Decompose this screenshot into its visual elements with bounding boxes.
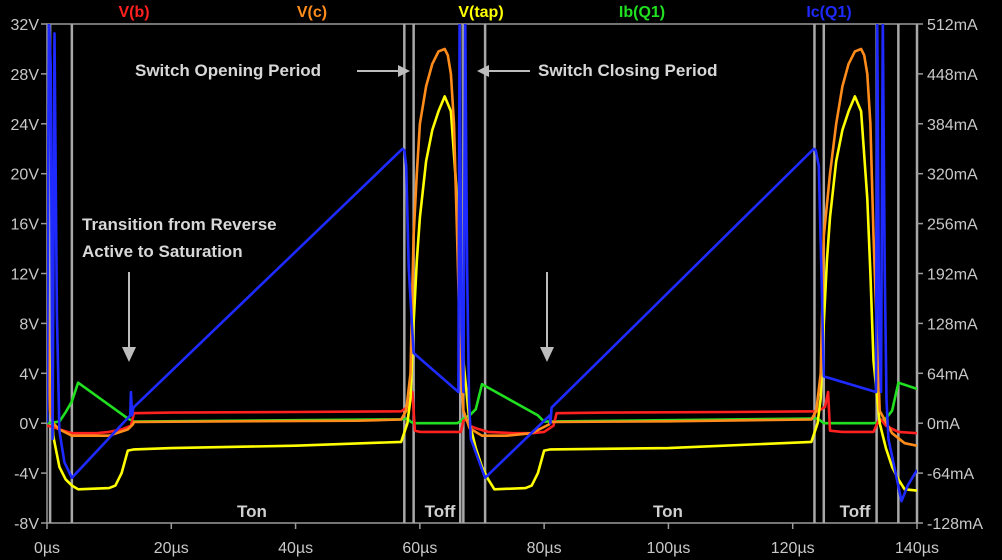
- y-left-tick-label: 28V: [11, 67, 40, 84]
- legend-item-ic-q1: Ic(Q1): [806, 4, 851, 21]
- y-left-tick-label: 4V: [19, 366, 39, 383]
- series-line-v-tap: [47, 95, 917, 492]
- y-left-tick-label: 8V: [19, 316, 39, 333]
- y-right-tick-label: 320mA: [927, 167, 978, 184]
- y-right-tick-label: 384mA: [927, 117, 978, 134]
- x-tick-label: 140µs: [895, 540, 939, 557]
- label-ton-1: Ton: [237, 502, 267, 521]
- y-left-tick-label: 24V: [11, 117, 40, 134]
- y-right-tick-label: 256mA: [927, 217, 978, 234]
- legend-item-v-tap: V(tap): [458, 4, 503, 21]
- series-line-ib-q1: [47, 381, 917, 425]
- y-left-tick-label: 16V: [11, 217, 40, 234]
- y-left-tick-label: 20V: [11, 167, 40, 184]
- x-tick-label: 20µs: [154, 540, 189, 557]
- annotation-transition-line2: Active to Saturation: [82, 242, 243, 261]
- y-right-tick-label: 192mA: [927, 267, 978, 284]
- x-tick-label: 100µs: [646, 540, 690, 557]
- y-left-tick-label: -8V: [14, 516, 39, 533]
- y-right-tick-label: 512mA: [927, 17, 978, 34]
- x-tick-label: 60µs: [402, 540, 437, 557]
- y-right-tick-label: 128mA: [927, 316, 978, 333]
- axis-ticks: 32V 512mA 28V 448mA 24V 384mA 20V 320mA 16V 256mA…: [11, 17, 984, 557]
- y-right-tick-label: -64mA: [927, 466, 974, 483]
- y-left-tick-label: 32V: [11, 17, 40, 34]
- x-tick-label: 80µs: [527, 540, 562, 557]
- arrow-switch-closing-head: [477, 65, 489, 77]
- annotation-transition-line1: Transition from Reverse: [82, 215, 277, 234]
- y-right-tick-label: 64mA: [927, 366, 969, 383]
- x-tick-label: 40µs: [278, 540, 313, 557]
- series-line-v-c: [47, 47, 917, 447]
- arrow-transition-1-head: [122, 347, 136, 362]
- annotation-switch-opening: Switch Opening Period: [135, 61, 321, 80]
- legend-item-v-b: V(b): [118, 4, 149, 21]
- y-right-tick-label: 0mA: [927, 416, 960, 433]
- series-line-ic-q1: [47, 24, 917, 503]
- label-toff-1: Toff: [425, 502, 456, 521]
- legend-item-ib-q1: Ib(Q1): [619, 4, 665, 21]
- annotation-switch-closing: Switch Closing Period: [538, 61, 717, 80]
- x-tick-label: 0µs: [34, 540, 60, 557]
- y-left-tick-label: 12V: [11, 267, 40, 284]
- label-toff-2: Toff: [840, 502, 871, 521]
- y-left-tick-label: 0V: [19, 416, 39, 433]
- y-right-tick-label: -128mA: [927, 516, 983, 533]
- legend: V(b) V(c) V(tap) Ib(Q1) Ic(Q1): [118, 4, 851, 21]
- annotations: Switch Opening Period Switch Closing Per…: [82, 61, 871, 521]
- label-ton-2: Ton: [653, 502, 683, 521]
- y-left-tick-label: -4V: [14, 466, 39, 483]
- arrow-switch-opening-head: [398, 65, 410, 77]
- arrow-transition-2-head: [540, 347, 554, 362]
- y-right-tick-label: 448mA: [927, 67, 978, 84]
- series-line-v-b: [47, 390, 917, 435]
- legend-item-v-c: V(c): [297, 4, 327, 21]
- x-tick-label: 120µs: [771, 540, 815, 557]
- series-layer: [47, 24, 917, 503]
